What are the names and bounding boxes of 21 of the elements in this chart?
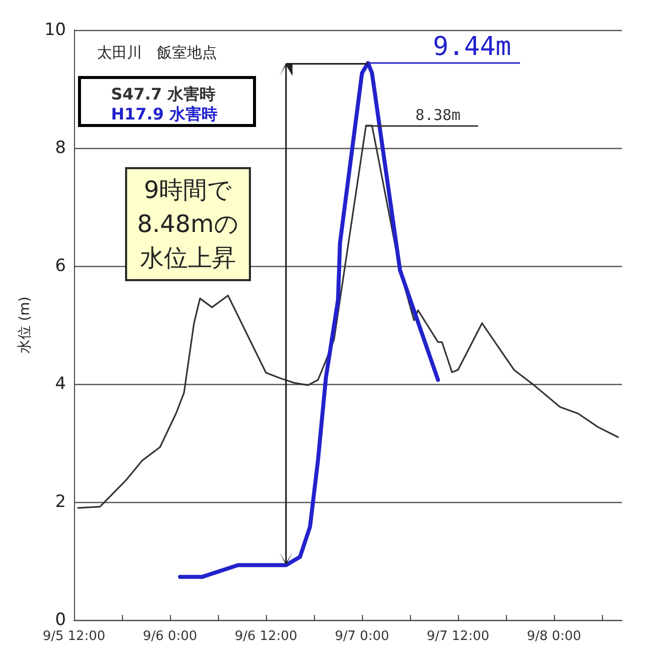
y-tick-label: 2 bbox=[55, 492, 66, 512]
annotation: 8.38m bbox=[415, 106, 461, 124]
y-tick-label: 8 bbox=[55, 138, 66, 158]
annotation: 8.48mの bbox=[137, 210, 239, 238]
text: 太田川 飯室地点 bbox=[97, 44, 217, 62]
x-tick-label: 9/5 12:00 bbox=[42, 629, 106, 644]
x-tick-label: 9/6 12:00 bbox=[234, 629, 298, 644]
y-axis-title: 水位 (m) bbox=[17, 296, 33, 354]
y-tick-label: 10 bbox=[44, 20, 66, 40]
annotation: 9.44m bbox=[432, 32, 512, 62]
x-tick-label: 9/7 12:00 bbox=[426, 629, 490, 644]
x-tick-label: 9/6 0:00 bbox=[142, 629, 198, 644]
y-tick-label: 4 bbox=[55, 374, 66, 394]
annotation: 9時間で bbox=[144, 176, 232, 204]
y-tick-label: 0 bbox=[55, 610, 66, 630]
x-tick-label: 9/7 0:00 bbox=[334, 629, 390, 644]
text: S47.7 水害時 bbox=[111, 84, 216, 104]
text: H17.9 水害時 bbox=[111, 104, 218, 124]
y-tick-label: 6 bbox=[55, 256, 66, 276]
annotation: 水位上昇 bbox=[140, 244, 236, 272]
x-tick-label: 9/8 0:00 bbox=[526, 629, 582, 644]
